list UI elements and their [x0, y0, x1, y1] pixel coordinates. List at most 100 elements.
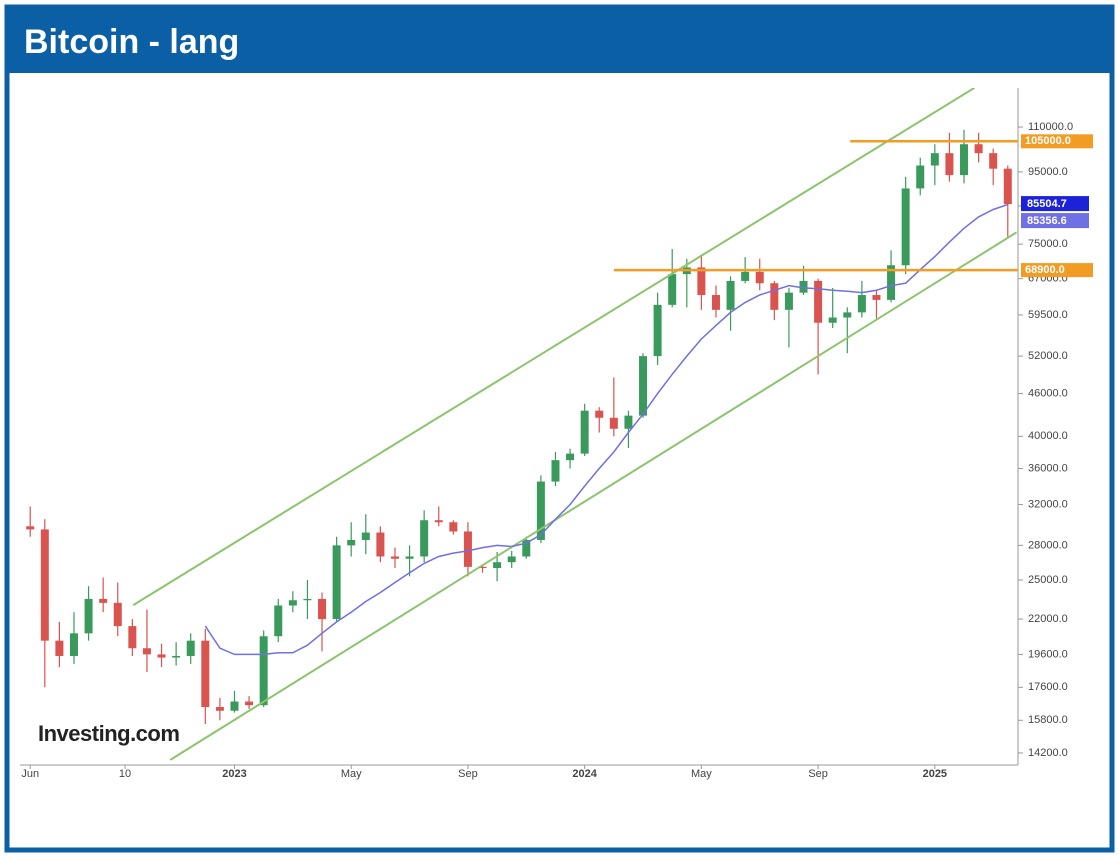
- candle-body: [945, 153, 954, 176]
- candle-body: [259, 636, 268, 706]
- candle-body: [99, 598, 108, 603]
- candle-body: [551, 460, 560, 482]
- candle-body: [186, 640, 195, 656]
- level-tag: [1021, 134, 1093, 149]
- candle-body: [1003, 168, 1012, 205]
- candle-body: [828, 317, 837, 323]
- candle-body: [697, 267, 706, 296]
- candle-body: [595, 410, 604, 418]
- ma-label: 85356.6: [1027, 215, 1067, 227]
- candle-body: [711, 295, 720, 310]
- x-tick-label: 10: [119, 768, 131, 780]
- y-tick-label: 110000.0: [1028, 121, 1073, 133]
- candle-body: [157, 654, 166, 658]
- x-tick-label: May: [691, 768, 712, 780]
- candle-body: [814, 280, 823, 323]
- y-tick-label: 52000.0: [1028, 350, 1068, 362]
- y-tick-label: 40000.0: [1028, 430, 1068, 442]
- candle-body: [245, 701, 254, 706]
- candle-body: [449, 522, 458, 532]
- candle-body: [566, 453, 575, 461]
- candle-body: [668, 274, 677, 305]
- candle-body: [887, 265, 896, 300]
- candle-body: [69, 633, 78, 656]
- candle-body: [40, 529, 49, 641]
- channel-line: [132, 88, 976, 606]
- candle-body: [463, 531, 472, 567]
- y-tick-label: 36000.0: [1028, 462, 1068, 474]
- y-tick-label: 75000.0: [1028, 238, 1068, 250]
- y-tick-label: 46000.0: [1028, 388, 1068, 400]
- last-price-label: 85504.7: [1027, 198, 1067, 210]
- y-tick-label: 25000.0: [1028, 574, 1068, 586]
- title-bar: [7, 7, 1112, 73]
- candle-body: [857, 295, 866, 313]
- logo: Investing.com: [38, 721, 179, 746]
- candle-body: [741, 271, 750, 281]
- candle-body: [974, 144, 983, 154]
- x-tick-label: May: [341, 768, 362, 780]
- candle-body: [960, 144, 969, 176]
- candle-body: [755, 271, 764, 284]
- level-label: 68900.0: [1025, 264, 1065, 276]
- candle-body: [930, 153, 939, 166]
- candle-body: [493, 562, 502, 569]
- candle-body: [113, 602, 122, 627]
- candle-body: [799, 280, 808, 293]
- y-tick-label: 17600.0: [1028, 681, 1068, 693]
- candle-body: [770, 283, 779, 310]
- candle-body: [230, 701, 239, 711]
- candle-body: [901, 188, 910, 266]
- chart-title: Bitcoin - lang: [24, 23, 239, 61]
- candle-body: [288, 600, 297, 606]
- candle-body: [215, 707, 224, 711]
- candle-body: [843, 312, 852, 318]
- candle-body: [478, 566, 487, 569]
- candle-body: [361, 532, 370, 540]
- y-tick-label: 19600.0: [1028, 648, 1068, 660]
- channel-line: [169, 231, 1018, 761]
- y-tick-label: 32000.0: [1028, 498, 1068, 510]
- candle-body: [420, 520, 429, 557]
- y-tick-label: 28000.0: [1028, 539, 1068, 551]
- candle-body: [303, 598, 312, 601]
- candle-body: [609, 417, 618, 429]
- candle-body: [332, 545, 341, 620]
- candle-body: [507, 556, 516, 563]
- candle-body: [726, 280, 735, 310]
- candle-body: [580, 410, 589, 454]
- candle-body: [536, 481, 545, 540]
- candle-body: [916, 165, 925, 189]
- candle-body: [989, 153, 998, 169]
- candle-body: [26, 526, 35, 530]
- candle-body: [318, 598, 327, 620]
- candle-body: [784, 292, 793, 310]
- candle-body: [639, 356, 648, 416]
- x-tick-label: 2024: [572, 768, 597, 780]
- candle-body: [653, 304, 662, 357]
- x-tick-label: Sep: [808, 768, 828, 780]
- candle-body: [624, 415, 633, 429]
- plot-area: [26, 88, 1018, 761]
- candle-body: [128, 626, 137, 649]
- candle-body: [55, 640, 64, 656]
- candle-body: [172, 655, 181, 658]
- candle-body: [201, 640, 210, 708]
- ma-tag: [1021, 213, 1089, 229]
- frame: [4, 4, 1115, 853]
- candle-body: [434, 520, 443, 523]
- y-tick-label: 14200.0: [1028, 747, 1068, 759]
- candle-body: [405, 556, 414, 559]
- y-tick-label: 15800.0: [1028, 714, 1068, 726]
- candle-body: [376, 532, 385, 557]
- candle-body: [872, 295, 881, 300]
- candle-body: [84, 598, 93, 634]
- candle-body: [390, 556, 399, 559]
- candle-body: [347, 539, 356, 546]
- moving-average: [204, 203, 1009, 656]
- x-tick-label: 2023: [222, 768, 246, 780]
- x-tick-label: Jun: [21, 768, 39, 780]
- y-tick-label: 95000.0: [1028, 166, 1068, 178]
- candle-body: [522, 539, 531, 557]
